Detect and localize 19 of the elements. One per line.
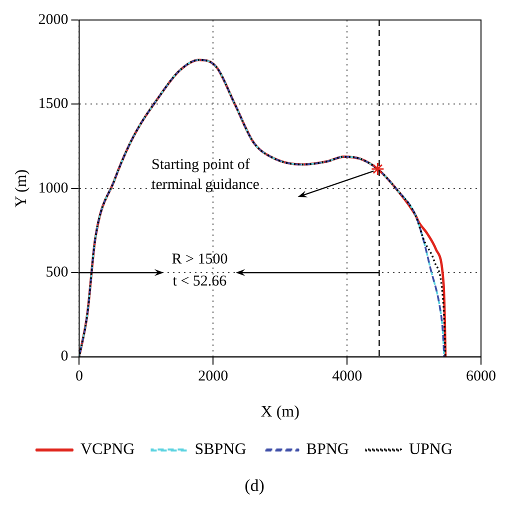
legend-label: VCPNG bbox=[80, 441, 136, 458]
legend-label: SBPNG bbox=[194, 441, 247, 458]
x-tick-label: 0 bbox=[75, 368, 83, 385]
x-tick-label: 6000 bbox=[466, 368, 496, 385]
y-axis-title: Y (m) bbox=[12, 169, 30, 208]
text: (d) bbox=[244, 476, 266, 496]
y-tick-label: 2000 bbox=[38, 12, 68, 28]
y-tick-label: 1500 bbox=[38, 96, 68, 112]
x-tick-label: 4000 bbox=[332, 368, 362, 385]
y-tick-label: 500 bbox=[46, 264, 68, 281]
annotation: R > 1500 bbox=[172, 252, 228, 268]
annotation: t < 52.66 bbox=[172, 274, 228, 290]
x-axis-title: X (m) bbox=[260, 404, 300, 421]
legend-label: UPNG bbox=[408, 441, 453, 458]
x-tick-label: 2000 bbox=[198, 368, 228, 385]
y-tick-label: 1000 bbox=[38, 180, 68, 196]
annotation: Starting point of terminal guidance bbox=[152, 156, 260, 193]
legend-label: BPNG bbox=[306, 441, 350, 458]
y-tick-label: 0 bbox=[60, 348, 68, 365]
